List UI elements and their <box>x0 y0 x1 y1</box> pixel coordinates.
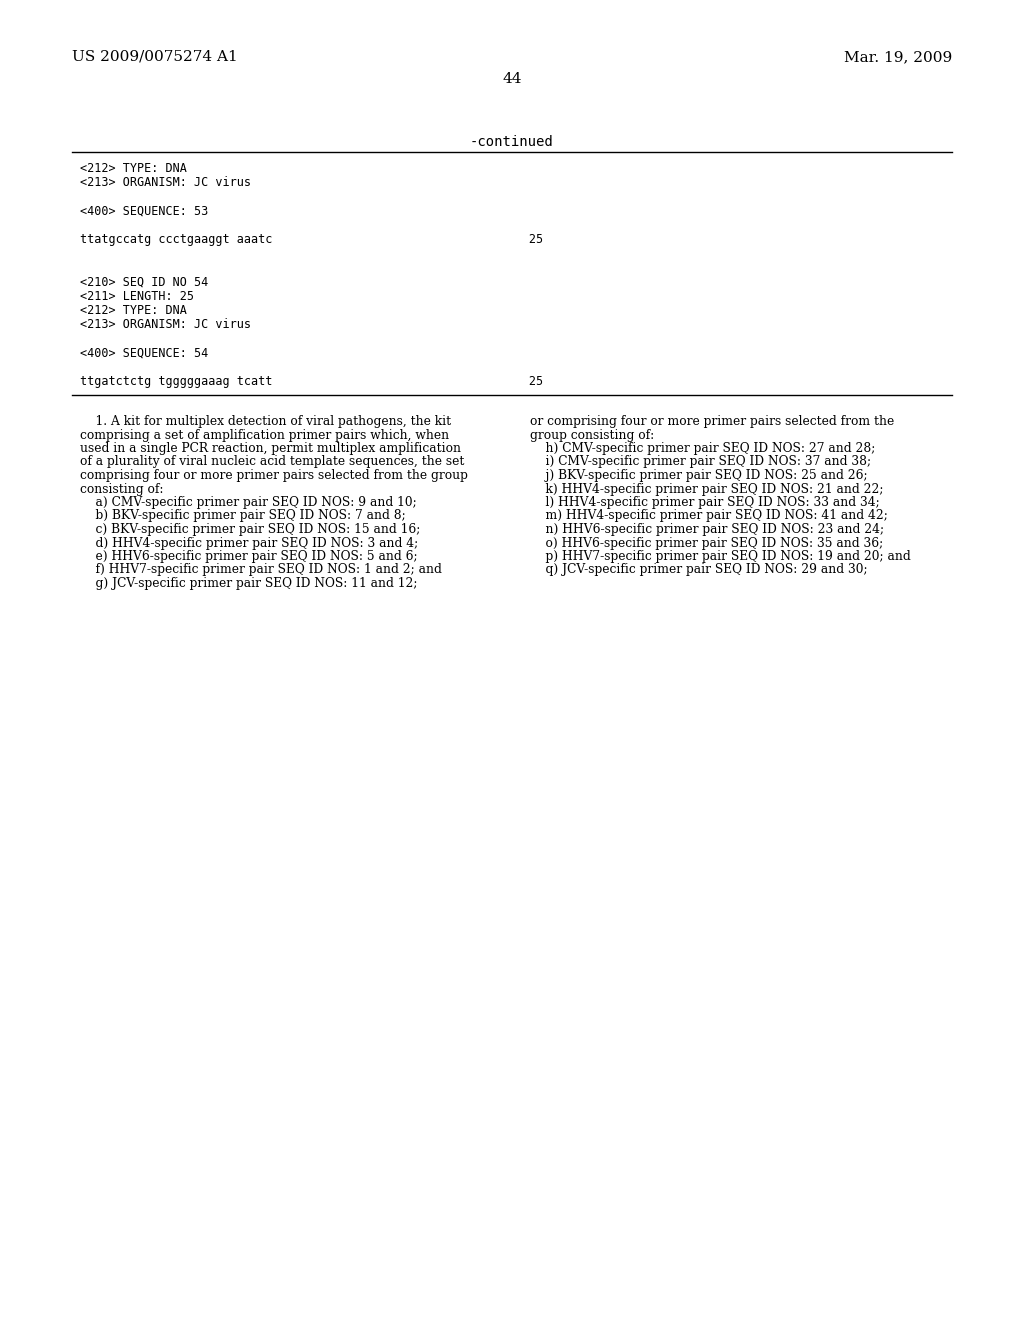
Text: <400> SEQUENCE: 54: <400> SEQUENCE: 54 <box>80 347 208 359</box>
Text: <400> SEQUENCE: 53: <400> SEQUENCE: 53 <box>80 205 208 218</box>
Text: k) HHV4-specific primer pair SEQ ID NOS: 21 and 22;: k) HHV4-specific primer pair SEQ ID NOS:… <box>530 483 884 495</box>
Text: of a plurality of viral nucleic acid template sequences, the set: of a plurality of viral nucleic acid tem… <box>80 455 464 469</box>
Text: c) BKV-specific primer pair SEQ ID NOS: 15 and 16;: c) BKV-specific primer pair SEQ ID NOS: … <box>80 523 421 536</box>
Text: consisting of:: consisting of: <box>80 483 164 495</box>
Text: o) HHV6-specific primer pair SEQ ID NOS: 35 and 36;: o) HHV6-specific primer pair SEQ ID NOS:… <box>530 536 884 549</box>
Text: f) HHV7-specific primer pair SEQ ID NOS: 1 and 2; and: f) HHV7-specific primer pair SEQ ID NOS:… <box>80 564 442 577</box>
Text: <210> SEQ ID NO 54: <210> SEQ ID NO 54 <box>80 276 208 289</box>
Text: US 2009/0075274 A1: US 2009/0075274 A1 <box>72 50 238 63</box>
Text: ttatgccatg ccctgaaggt aaatc                                    25: ttatgccatg ccctgaaggt aaatc 25 <box>80 234 543 246</box>
Text: <212> TYPE: DNA: <212> TYPE: DNA <box>80 162 186 176</box>
Text: i) CMV-specific primer pair SEQ ID NOS: 37 and 38;: i) CMV-specific primer pair SEQ ID NOS: … <box>530 455 871 469</box>
Text: p) HHV7-specific primer pair SEQ ID NOS: 19 and 20; and: p) HHV7-specific primer pair SEQ ID NOS:… <box>530 550 910 564</box>
Text: ttgatctctg tgggggaaag tcatt                                    25: ttgatctctg tgggggaaag tcatt 25 <box>80 375 543 388</box>
Text: d) HHV4-specific primer pair SEQ ID NOS: 3 and 4;: d) HHV4-specific primer pair SEQ ID NOS:… <box>80 536 418 549</box>
Text: j) BKV-specific primer pair SEQ ID NOS: 25 and 26;: j) BKV-specific primer pair SEQ ID NOS: … <box>530 469 867 482</box>
Text: h) CMV-specific primer pair SEQ ID NOS: 27 and 28;: h) CMV-specific primer pair SEQ ID NOS: … <box>530 442 876 455</box>
Text: <212> TYPE: DNA: <212> TYPE: DNA <box>80 304 186 317</box>
Text: -continued: -continued <box>470 135 554 149</box>
Text: l) HHV4-specific primer pair SEQ ID NOS: 33 and 34;: l) HHV4-specific primer pair SEQ ID NOS:… <box>530 496 880 510</box>
Text: group consisting of:: group consisting of: <box>530 429 654 441</box>
Text: <213> ORGANISM: JC virus: <213> ORGANISM: JC virus <box>80 176 251 189</box>
Text: comprising four or more primer pairs selected from the group: comprising four or more primer pairs sel… <box>80 469 468 482</box>
Text: b) BKV-specific primer pair SEQ ID NOS: 7 and 8;: b) BKV-specific primer pair SEQ ID NOS: … <box>80 510 406 523</box>
Text: 44: 44 <box>502 73 522 86</box>
Text: g) JCV-specific primer pair SEQ ID NOS: 11 and 12;: g) JCV-specific primer pair SEQ ID NOS: … <box>80 577 418 590</box>
Text: <211> LENGTH: 25: <211> LENGTH: 25 <box>80 290 194 302</box>
Text: comprising a set of amplification primer pairs which, when: comprising a set of amplification primer… <box>80 429 450 441</box>
Text: or comprising four or more primer pairs selected from the: or comprising four or more primer pairs … <box>530 414 894 428</box>
Text: Mar. 19, 2009: Mar. 19, 2009 <box>844 50 952 63</box>
Text: n) HHV6-specific primer pair SEQ ID NOS: 23 and 24;: n) HHV6-specific primer pair SEQ ID NOS:… <box>530 523 884 536</box>
Text: <213> ORGANISM: JC virus: <213> ORGANISM: JC virus <box>80 318 251 331</box>
Text: a) CMV-specific primer pair SEQ ID NOS: 9 and 10;: a) CMV-specific primer pair SEQ ID NOS: … <box>80 496 417 510</box>
Text: used in a single PCR reaction, permit multiplex amplification: used in a single PCR reaction, permit mu… <box>80 442 461 455</box>
Text: m) HHV4-specific primer pair SEQ ID NOS: 41 and 42;: m) HHV4-specific primer pair SEQ ID NOS:… <box>530 510 888 523</box>
Text: 1. A kit for multiplex detection of viral pathogens, the kit: 1. A kit for multiplex detection of vira… <box>80 414 452 428</box>
Text: e) HHV6-specific primer pair SEQ ID NOS: 5 and 6;: e) HHV6-specific primer pair SEQ ID NOS:… <box>80 550 418 564</box>
Text: q) JCV-specific primer pair SEQ ID NOS: 29 and 30;: q) JCV-specific primer pair SEQ ID NOS: … <box>530 564 867 577</box>
